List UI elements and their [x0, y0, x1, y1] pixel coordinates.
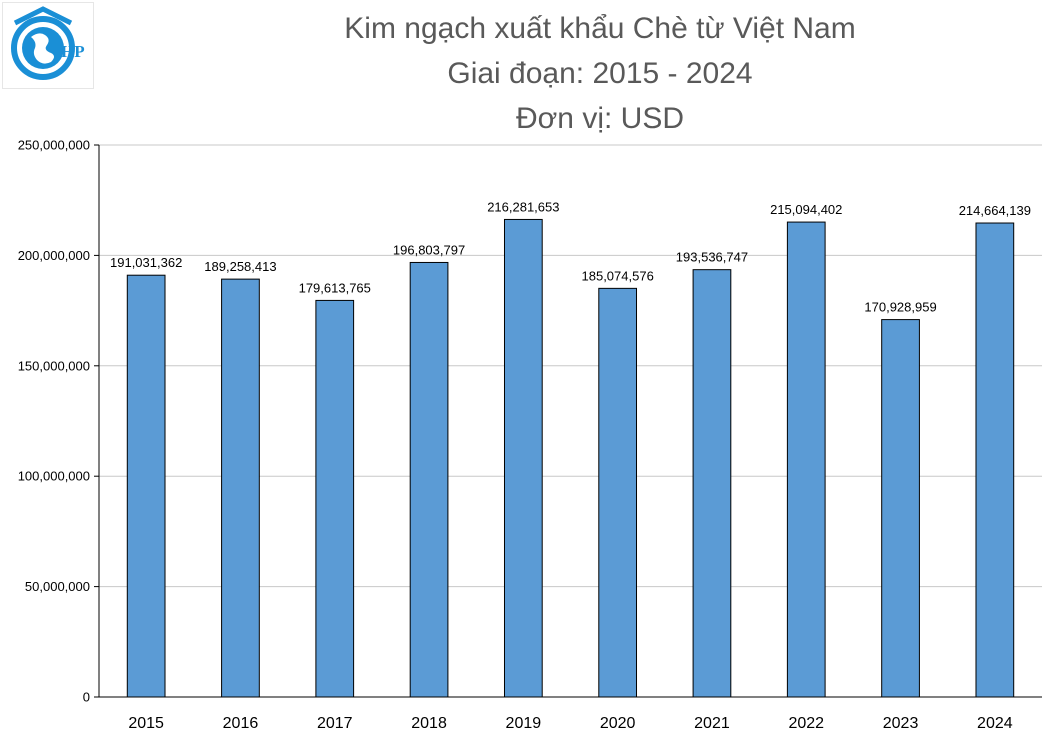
- bar: [786, 221, 826, 698]
- bar: [881, 319, 920, 698]
- data-label: 214,664,139: [959, 203, 1031, 218]
- y-tick-label: 200,000,000: [18, 248, 90, 263]
- bars: 191,031,362 189,258,413 179,613,765 196,803…: [110, 199, 1031, 698]
- logo: HP: [2, 2, 94, 89]
- bar: [975, 222, 1015, 698]
- bar: [315, 299, 355, 698]
- chart-unit: Đơn vị: USD: [515, 102, 685, 135]
- bar: [221, 278, 260, 698]
- data-label: 191,031,362: [110, 255, 182, 270]
- bar: [503, 218, 543, 698]
- chart-title-block: Kim ngạch xuất khẩu Chè từ Việt Nam Giai…: [180, 6, 1020, 141]
- data-label: 179,613,765: [299, 280, 371, 295]
- y-tick-label: 250,000,000: [18, 138, 90, 153]
- bar: [598, 287, 638, 698]
- data-label: 193,536,747: [676, 250, 748, 265]
- x-tick-label: 2016: [223, 715, 259, 732]
- x-tick-label: 2015: [128, 715, 164, 732]
- data-label: 185,074,576: [582, 268, 654, 283]
- x-tick-label: 2022: [788, 715, 824, 732]
- x-tick-label: 2024: [977, 715, 1013, 732]
- logo-text: HP: [61, 42, 85, 61]
- globe-logo-icon: HP: [11, 6, 85, 80]
- data-label: 216,281,653: [487, 199, 559, 214]
- data-label: 215,094,402: [770, 202, 842, 217]
- bar: [692, 269, 732, 698]
- data-label: 196,803,797: [393, 242, 465, 257]
- data-label: 189,258,413: [204, 259, 276, 274]
- x-tick-label: 2021: [694, 715, 730, 732]
- x-tick-label: 2018: [411, 715, 447, 732]
- data-label: 170,928,959: [864, 300, 936, 315]
- x-tick-label: 2023: [883, 715, 919, 732]
- y-axis: 0 50,000,000 100,000,000 150,000,000 200,000…: [18, 138, 100, 705]
- chart-subtitle: Giai đoạn: 2015 - 2024: [447, 57, 753, 90]
- x-tick-label: 2020: [600, 715, 636, 732]
- x-tick-label: 2019: [506, 715, 542, 732]
- y-tick-label: 50,000,000: [25, 579, 90, 594]
- bar: [409, 261, 449, 698]
- x-tick-label: 2017: [317, 715, 353, 732]
- y-tick-label: 100,000,000: [18, 469, 90, 484]
- bar: [126, 274, 166, 698]
- chart-title: Kim ngạch xuất khẩu Chè từ Việt Nam: [344, 12, 856, 45]
- y-tick-label: 150,000,000: [18, 358, 90, 373]
- y-tick-label: 0: [83, 690, 90, 705]
- x-axis: 2015 2016 2017 2018 2019 2020 2021 2022 2023 2024: [99, 696, 1042, 732]
